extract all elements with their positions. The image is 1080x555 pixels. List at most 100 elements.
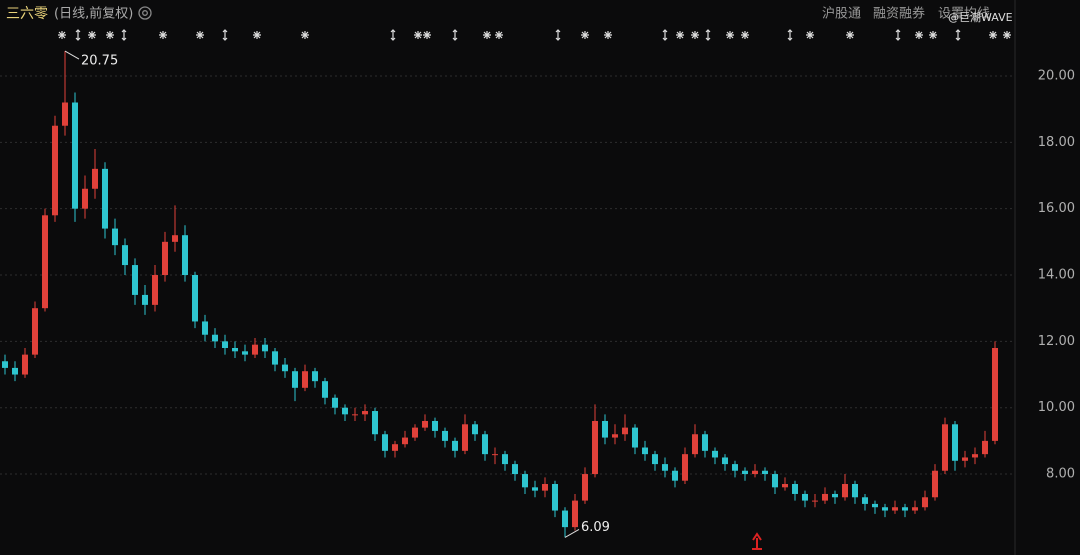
candle-body xyxy=(402,437,408,445)
event-marker xyxy=(705,29,711,41)
y-tick-label: 18.00 xyxy=(1038,135,1075,150)
event-marker xyxy=(604,31,612,39)
candle-body xyxy=(172,235,178,242)
candle-body xyxy=(812,500,818,502)
candle-body xyxy=(252,344,258,355)
toolbar-button[interactable]: 设置均线 xyxy=(938,7,990,22)
candle-body xyxy=(922,497,928,508)
candle-body xyxy=(332,397,338,408)
event-marker xyxy=(581,31,589,39)
candle-body xyxy=(772,474,778,488)
event-marker xyxy=(495,31,503,39)
candle-body xyxy=(372,411,378,435)
candle-body xyxy=(182,235,188,276)
candle-body xyxy=(152,275,158,305)
event-marker xyxy=(58,31,66,39)
candle-body xyxy=(692,434,698,455)
candle-body xyxy=(762,470,768,475)
stock-name[interactable]: 三六零 xyxy=(6,6,48,22)
event-marker xyxy=(414,31,422,39)
candle-body xyxy=(72,102,78,209)
min-label: 6.09 xyxy=(581,520,610,535)
candle-body xyxy=(192,275,198,322)
candle-body xyxy=(512,464,518,475)
event-marker xyxy=(691,31,699,39)
event-marker xyxy=(929,31,937,39)
candle-body xyxy=(592,420,598,475)
candle-body xyxy=(122,245,128,266)
candle-body xyxy=(662,464,668,471)
event-icon[interactable] xyxy=(752,532,762,550)
event-marker xyxy=(726,31,734,39)
candle-body xyxy=(682,454,688,481)
candle-body xyxy=(952,424,958,461)
candle-body xyxy=(902,507,908,511)
candle-body xyxy=(622,427,628,435)
annotation-arrow xyxy=(564,528,580,538)
candle-body xyxy=(782,484,788,488)
candle-body xyxy=(132,265,138,295)
candle-body xyxy=(912,507,918,511)
candle-body xyxy=(142,294,148,305)
candle-body xyxy=(262,344,268,352)
candle-body xyxy=(112,228,118,246)
candle-body xyxy=(962,457,968,461)
event-marker xyxy=(222,29,228,41)
candle-body xyxy=(82,188,88,209)
candle-body xyxy=(542,484,548,491)
candle-body xyxy=(942,424,948,471)
candle-body xyxy=(572,500,578,528)
y-tick-label: 20.00 xyxy=(1038,68,1075,83)
candle-body xyxy=(392,444,398,451)
candle-body xyxy=(12,367,18,375)
candle-body xyxy=(272,351,278,365)
candle-body xyxy=(412,427,418,438)
settings-icon[interactable] xyxy=(138,6,152,20)
event-marker xyxy=(989,31,997,39)
toolbar-button[interactable]: 沪股通 xyxy=(822,6,861,22)
annotation-arrow xyxy=(64,50,80,60)
event-marker xyxy=(301,31,309,39)
event-marker xyxy=(88,31,96,39)
event-marker xyxy=(555,29,561,41)
event-marker xyxy=(452,29,458,41)
candle-body xyxy=(92,168,98,189)
event-marker xyxy=(787,29,793,41)
candle-body xyxy=(302,371,308,388)
candle-body xyxy=(932,470,938,498)
toolbar-button[interactable]: 融资融券 xyxy=(873,6,925,22)
event-marker xyxy=(662,29,668,41)
candle-body xyxy=(642,447,648,455)
candle-body xyxy=(822,493,828,501)
event-marker xyxy=(676,31,684,39)
candle-body xyxy=(712,450,718,458)
candle-body xyxy=(62,102,68,126)
candle-body xyxy=(102,168,108,229)
event-marker xyxy=(159,31,167,39)
candle-body xyxy=(652,454,658,465)
candle-body xyxy=(472,424,478,435)
candle-body xyxy=(562,510,568,528)
y-tick-label: 16.00 xyxy=(1038,201,1075,216)
candle-body xyxy=(492,454,498,456)
candle-body xyxy=(242,351,248,355)
event-marker xyxy=(915,31,923,39)
candle-body xyxy=(722,457,728,465)
candle-body xyxy=(612,434,618,438)
candle-body xyxy=(732,464,738,471)
candle-body xyxy=(552,484,558,511)
y-tick-label: 12.00 xyxy=(1038,334,1075,349)
candle-body xyxy=(892,507,898,511)
event-marker xyxy=(895,29,901,41)
candle-body xyxy=(522,474,528,488)
event-marker xyxy=(1003,31,1011,39)
event-marker xyxy=(741,31,749,39)
candle-body xyxy=(882,507,888,511)
candle-body xyxy=(582,474,588,501)
y-tick-label: 8.00 xyxy=(1046,467,1075,482)
candle-body xyxy=(702,434,708,451)
candle-body xyxy=(202,321,208,335)
candle-body xyxy=(532,487,538,491)
